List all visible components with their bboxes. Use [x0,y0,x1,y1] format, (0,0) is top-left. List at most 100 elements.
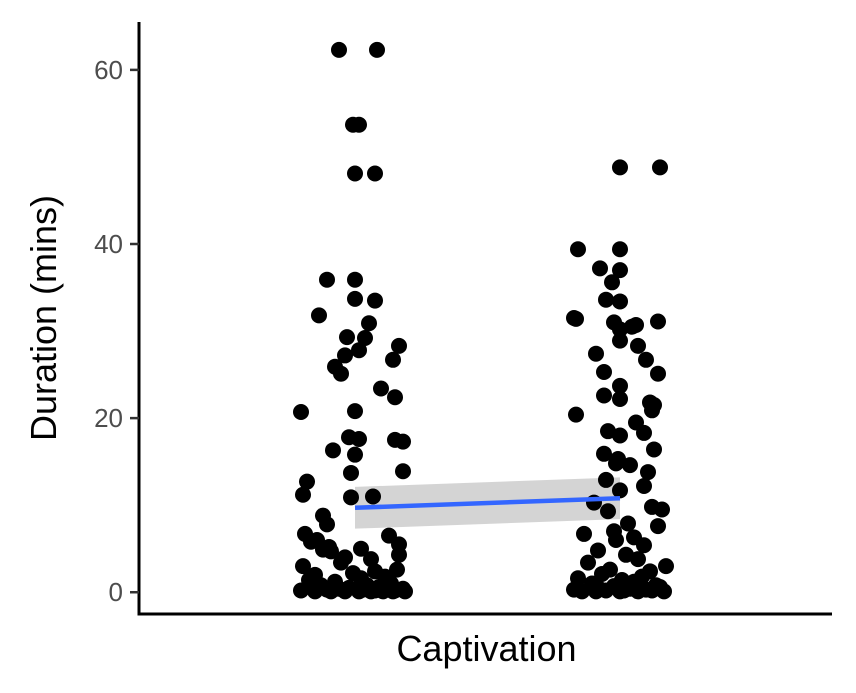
data-point [636,478,652,495]
data-point [596,363,612,380]
data-point [397,583,413,600]
data-point [622,457,638,474]
data-point [636,537,652,554]
data-point [608,532,624,548]
data-point [612,159,628,176]
data-point [608,455,624,472]
data-point [333,554,349,571]
data-point [612,377,628,394]
data-point [331,41,347,58]
data-point [650,518,666,535]
data-point [612,427,628,444]
data-point [363,583,379,600]
data-point [325,442,341,459]
data-point [347,290,363,307]
data-point [299,473,315,490]
data-points-layer [293,41,674,600]
data-point [656,583,672,600]
data-point [367,292,383,309]
data-point [600,503,616,520]
data-point [347,403,363,420]
data-point [594,565,610,582]
data-point [574,583,590,600]
data-point [650,313,666,330]
data-point [612,583,628,600]
data-point [612,390,628,407]
data-point [391,337,407,354]
y-ticks-layer: 0 20 40 60 [94,55,139,607]
data-point [347,271,363,288]
data-point [570,241,586,258]
trend-line [354,495,621,511]
data-point [630,337,646,354]
data-point [395,463,411,480]
x-axis-title: Captivation [396,628,576,669]
data-point [295,558,311,575]
y-tick-label: 20 [94,403,123,433]
data-point [644,582,660,599]
data-point [367,165,383,182]
data-point [598,291,614,308]
data-point [612,262,628,279]
data-point [640,464,656,481]
data-point [654,501,670,518]
y-tick-label: 40 [94,229,123,259]
y-tick-label: 0 [109,577,123,607]
data-point [365,488,381,505]
data-point [592,260,608,277]
data-point [612,482,628,499]
data-point [347,446,363,463]
data-point [319,516,335,533]
data-point [576,525,592,542]
data-point [347,165,363,182]
data-point [343,464,359,481]
data-point [600,423,616,440]
data-point [373,380,389,397]
data-point [387,389,403,406]
data-point [369,41,385,58]
data-point [311,307,327,324]
data-point [646,441,662,458]
data-point [353,540,369,557]
data-point [612,241,628,258]
data-point [568,406,584,423]
data-point [295,486,311,503]
data-point [307,583,323,600]
data-point [580,554,596,571]
data-point [389,561,405,578]
data-point [598,471,614,488]
data-point [337,583,353,600]
data-point [323,543,339,560]
data-point [588,583,604,600]
data-point [624,318,640,335]
data-point [293,404,309,421]
data-point [596,445,612,462]
data-point [652,159,668,176]
data-point [630,583,646,600]
data-point [293,582,309,599]
y-axis-title: Duration (mins) [23,195,64,441]
axes-layer [137,22,832,616]
data-point [644,402,660,419]
data-point [333,365,349,382]
data-point [351,431,367,448]
data-point [612,293,628,310]
data-point [385,583,401,600]
data-point [303,533,319,550]
data-point [395,433,411,450]
data-point [568,310,584,327]
data-point [604,274,620,291]
data-point [612,321,628,338]
data-point [351,583,367,600]
data-point [363,551,379,568]
data-point [343,489,359,506]
y-tick-label: 60 [94,55,123,85]
data-point [612,332,628,349]
data-point [385,351,401,368]
data-point [323,583,339,600]
data-point [658,558,674,575]
data-point [588,345,604,362]
data-point [630,551,646,568]
data-point [638,351,654,368]
data-point [391,546,407,563]
